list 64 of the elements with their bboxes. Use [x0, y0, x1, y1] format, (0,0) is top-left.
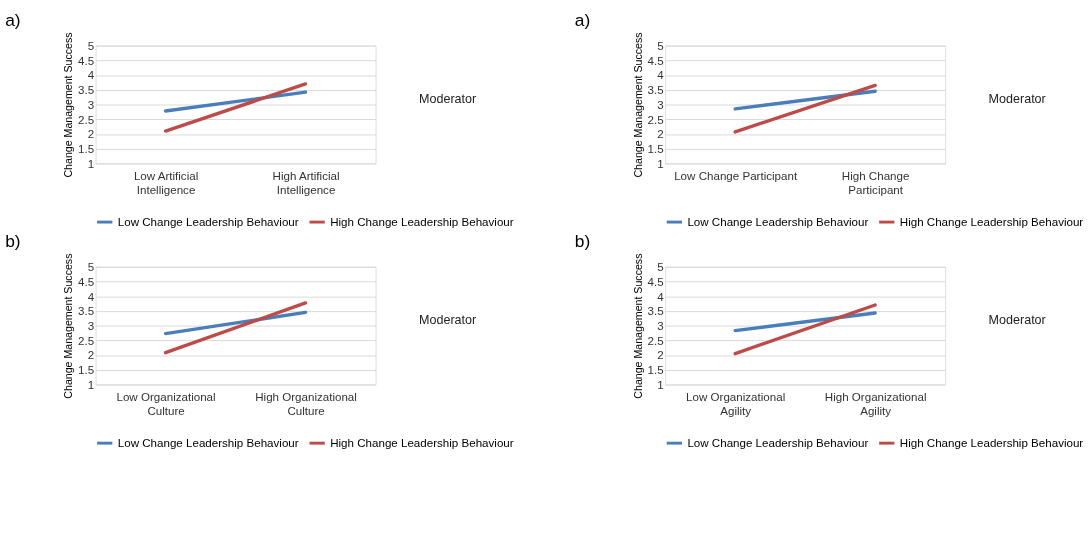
chart-title: a): [5, 10, 21, 31]
text: Moderator: [418, 91, 477, 106]
legend-label: High Change Leadership Behaviour: [899, 215, 1084, 228]
legend-label: High Change Leadership Behaviour: [330, 437, 514, 450]
y-tick-label: 5: [657, 39, 664, 52]
y-tick-label: 2: [87, 349, 95, 362]
x-tick-label: Low Change Participant: [674, 170, 798, 183]
y-tick-label: 1: [657, 378, 664, 391]
x-tick-label: Low Organizational Culture: [116, 391, 216, 417]
y-tick-label: 2.5: [647, 334, 664, 347]
y-tick-label: 1: [657, 157, 664, 170]
chart-title: a): [574, 10, 591, 31]
y-tick-label: 4.5: [78, 275, 95, 288]
y-tick-label: 2: [657, 128, 664, 141]
y-tick-label: 1.5: [78, 143, 95, 156]
y-tick-label: 1.5: [647, 143, 664, 156]
x-tick-label: Low Artificial Intelligence: [133, 170, 199, 196]
y-axis-title: Change Management Success: [631, 32, 644, 178]
y-tick-label: 4.5: [647, 54, 664, 67]
y-tick-label: 2: [657, 349, 664, 362]
text: Moderator: [988, 91, 1046, 106]
y-tick-label: 2.5: [78, 334, 95, 347]
y-tick-label: 3: [657, 319, 664, 332]
text: Moderator: [418, 312, 477, 327]
chart-title: b): [5, 231, 21, 252]
legend-label: Low Change Leadership Behaviour: [117, 437, 299, 450]
y-tick-label: 2.5: [647, 113, 664, 126]
chart-title: b): [574, 231, 591, 252]
y-axis-title: Change Management Success: [62, 253, 75, 399]
y-tick-label: 2: [87, 128, 95, 141]
y-tick-label: 4: [657, 290, 665, 303]
y-tick-label: 4: [657, 69, 665, 82]
y-tick-label: 5: [657, 261, 664, 274]
y-tick-label: 2.5: [78, 113, 95, 126]
x-tick-label: High Change Participant: [841, 170, 910, 196]
y-tick-label: 1: [87, 378, 95, 391]
y-tick-label: 1.5: [78, 364, 95, 377]
y-tick-label: 3: [87, 319, 95, 332]
x-tick-label: High Organizational Agility: [824, 391, 927, 417]
y-axis-title: Change Management Success: [62, 32, 75, 178]
y-tick-label: 1.5: [647, 364, 664, 377]
y-tick-label: 4: [87, 290, 95, 303]
legend-label: Low Change Leadership Behaviour: [687, 437, 869, 450]
y-tick-label: 3.5: [647, 84, 664, 97]
legend-label: Low Change Leadership Behaviour: [117, 215, 299, 228]
y-tick-label: 5: [87, 261, 95, 274]
x-tick-label: High Organizational Culture: [255, 391, 357, 417]
y-tick-label: 5: [87, 39, 95, 52]
y-tick-label: 3.5: [78, 305, 95, 318]
y-tick-label: 4.5: [78, 54, 95, 67]
y-tick-label: 4.5: [647, 275, 664, 288]
y-tick-label: 1: [87, 157, 95, 170]
text: Moderator: [988, 312, 1046, 327]
x-tick-label: High Artificial Intelligence: [272, 170, 340, 196]
legend-label: Low Change Leadership Behaviour: [687, 215, 869, 228]
y-tick-label: 3: [87, 98, 95, 111]
y-tick-label: 3: [657, 98, 664, 111]
legend-label: High Change Leadership Behaviour: [899, 437, 1084, 450]
y-tick-label: 3.5: [78, 84, 95, 97]
legend-label: High Change Leadership Behaviour: [330, 215, 514, 228]
y-tick-label: 3.5: [647, 305, 664, 318]
y-tick-label: 4: [87, 69, 95, 82]
y-axis-title: Change Management Success: [631, 253, 644, 399]
x-tick-label: Low Organizational Agility: [686, 391, 786, 417]
